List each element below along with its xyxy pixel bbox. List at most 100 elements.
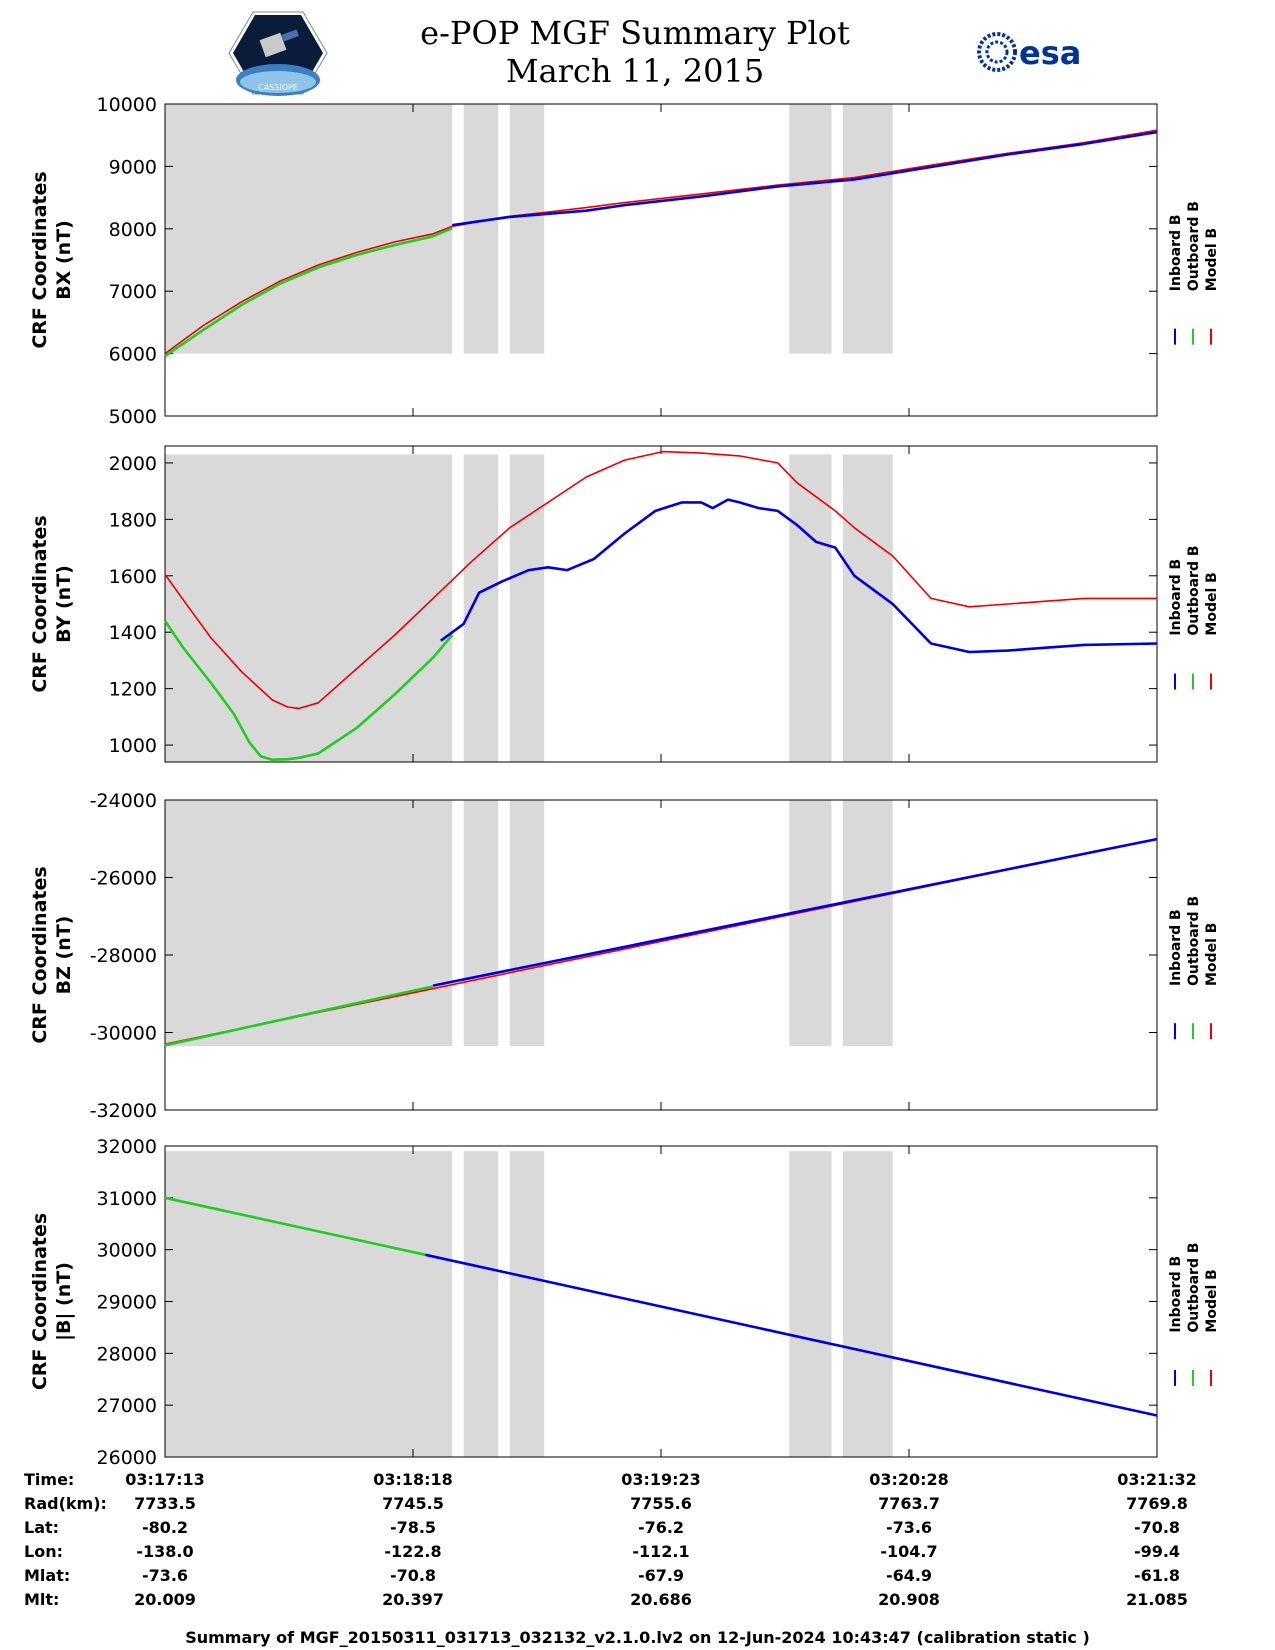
legend-label-model: Model B bbox=[1204, 228, 1220, 291]
y-tick-label: 2000 bbox=[109, 453, 157, 475]
shaded-interval-1 bbox=[165, 104, 453, 354]
ephemeris-value: -67.9 bbox=[638, 1566, 684, 1585]
ephemeris-value: -112.1 bbox=[632, 1542, 689, 1561]
shaded-interval-5 bbox=[842, 1151, 893, 1457]
y-tick-label: 9000 bbox=[109, 156, 157, 178]
ephemeris-value: -64.9 bbox=[886, 1566, 932, 1585]
header: CASSIOPE e-POP MGF Summary Plot March 11… bbox=[0, 0, 1275, 100]
y-axis-label-line1: CRF Coordinates bbox=[29, 171, 51, 348]
y-axis-label-line2: BZ (nT) bbox=[53, 916, 75, 995]
shaded-interval-3 bbox=[509, 104, 545, 354]
y-tick-label: -28000 bbox=[90, 945, 157, 967]
ephemeris-row-label: Lat: bbox=[24, 1518, 59, 1537]
y-axis-label-line1: CRF Coordinates bbox=[29, 515, 51, 692]
ephemeris-value: 03:21:32 bbox=[1117, 1470, 1197, 1489]
panel-4: 26000 27000 28000 29000 30000 31000 32000 CRF C… bbox=[29, 1136, 1220, 1469]
ephemeris-value: -138.0 bbox=[136, 1542, 193, 1561]
y-tick-label: 30000 bbox=[97, 1240, 157, 1262]
ephemeris-row-label: Mlat: bbox=[24, 1566, 70, 1585]
ephemeris-value: -122.8 bbox=[384, 1542, 441, 1561]
series-inboard bbox=[452, 130, 1158, 227]
shaded-interval-1 bbox=[165, 454, 453, 762]
y-axis-label-line2: |B| (nT) bbox=[53, 1262, 75, 1341]
ephemeris-value: 20.908 bbox=[878, 1590, 940, 1609]
y-tick-label: 1200 bbox=[109, 679, 157, 701]
y-tick-label: -32000 bbox=[90, 1100, 157, 1122]
y-tick-label: 1600 bbox=[109, 566, 157, 588]
panel-1: 5000 6000 7000 8000 9000 10000 CRF Coordinates… bbox=[29, 94, 1220, 428]
y-axis-label: CRF Coordinates BZ (nT) bbox=[29, 866, 75, 1043]
series-outboard bbox=[164, 227, 453, 358]
shaded-interval-4 bbox=[789, 1151, 832, 1457]
cassiope-logo-icon: CASSIOPE bbox=[228, 11, 328, 96]
y-axis-label-line1: CRF Coordinates bbox=[29, 866, 51, 1043]
ephemeris-value: -80.2 bbox=[142, 1518, 188, 1537]
svg-text:CASSIOPE: CASSIOPE bbox=[258, 83, 298, 92]
shaded-interval-2 bbox=[463, 800, 499, 1047]
ephemeris-value: -70.8 bbox=[1134, 1518, 1180, 1537]
ephemeris-row-label: Mlt: bbox=[24, 1590, 59, 1609]
shaded-interval-5 bbox=[842, 454, 893, 762]
ephemeris-value: 20.686 bbox=[630, 1590, 692, 1609]
legend-label-outboard: Outboard B bbox=[1186, 201, 1202, 291]
shaded-interval-1 bbox=[165, 800, 453, 1047]
series-inboard bbox=[432, 837, 1158, 987]
y-tick-label: 8000 bbox=[109, 219, 157, 241]
ephemeris-value: 20.397 bbox=[382, 1590, 444, 1609]
legend-label-outboard: Outboard B bbox=[1186, 545, 1202, 635]
legend-label-outboard: Outboard B bbox=[1186, 1242, 1202, 1332]
series-inboard bbox=[425, 1253, 1158, 1417]
panel-2: 1000 1200 1400 1600 1800 2000 CRF Coordinates B… bbox=[29, 445, 1220, 763]
series-outboard bbox=[163, 620, 454, 762]
y-tick-label: -30000 bbox=[90, 1023, 157, 1045]
legend-label-model: Model B bbox=[1204, 923, 1220, 986]
title-line-2: March 11, 2015 bbox=[505, 52, 765, 90]
y-axis-label: CRF Coordinates BY (nT) bbox=[29, 515, 75, 692]
y-tick-label: -24000 bbox=[90, 790, 157, 812]
y-tick-label: 1800 bbox=[109, 509, 157, 531]
ephemeris-value: -61.8 bbox=[1134, 1566, 1180, 1585]
title-line-1: e-POP MGF Summary Plot bbox=[420, 14, 850, 52]
legend-label-model: Model B bbox=[1204, 572, 1220, 635]
legend-label-outboard: Outboard B bbox=[1186, 896, 1202, 986]
legend-label-inboard: Inboard B bbox=[1168, 909, 1184, 986]
y-axis-label-line1: CRF Coordinates bbox=[29, 1213, 51, 1390]
y-axis-label: CRF Coordinates |B| (nT) bbox=[29, 1213, 75, 1390]
series-outboard bbox=[164, 985, 434, 1047]
ephemeris-value: 21.085 bbox=[1126, 1590, 1188, 1609]
ephemeris-value: -73.6 bbox=[886, 1518, 932, 1537]
ephemeris-value: -99.4 bbox=[1134, 1542, 1180, 1561]
shaded-interval-2 bbox=[463, 454, 499, 762]
y-tick-label: 32000 bbox=[97, 1136, 157, 1158]
shaded-interval-4 bbox=[789, 454, 832, 762]
page-title: e-POP MGF Summary Plot March 11, 2015 bbox=[400, 14, 870, 90]
y-tick-label: 29000 bbox=[97, 1292, 157, 1314]
shaded-interval-4 bbox=[789, 800, 832, 1047]
shaded-interval-2 bbox=[463, 104, 499, 354]
shaded-interval-3 bbox=[509, 1151, 545, 1457]
shaded-interval-4 bbox=[789, 104, 832, 354]
y-tick-label: 6000 bbox=[109, 344, 157, 366]
y-tick-label: 5000 bbox=[109, 406, 157, 428]
ephemeris-value: -78.5 bbox=[390, 1518, 436, 1537]
ephemeris-value: -104.7 bbox=[880, 1542, 937, 1561]
shaded-interval-5 bbox=[842, 104, 893, 354]
ephemeris-value: 20.009 bbox=[134, 1590, 196, 1609]
legend-label-inboard: Inboard B bbox=[1168, 559, 1184, 636]
y-tick-label: 26000 bbox=[97, 1447, 157, 1469]
y-axis-label-line2: BX (nT) bbox=[53, 220, 75, 300]
legend-label-model: Model B bbox=[1204, 1269, 1220, 1332]
legend-label-inboard: Inboard B bbox=[1168, 214, 1184, 291]
ephemeris-value: -70.8 bbox=[390, 1566, 436, 1585]
shaded-interval-2 bbox=[463, 1151, 499, 1457]
ephemeris-value: 7733.5 bbox=[134, 1494, 196, 1513]
ephemeris-value: 03:20:28 bbox=[869, 1470, 949, 1489]
y-tick-label: -26000 bbox=[90, 868, 157, 890]
series-inboard bbox=[440, 498, 1158, 654]
series-model bbox=[164, 450, 1157, 710]
footer-summary: Summary of MGF_20150311_031713_032132_v2… bbox=[185, 1628, 1090, 1647]
legend-label-inboard: Inboard B bbox=[1168, 1256, 1184, 1333]
series-outboard bbox=[164, 1196, 426, 1257]
y-tick-label: 1400 bbox=[109, 622, 157, 644]
